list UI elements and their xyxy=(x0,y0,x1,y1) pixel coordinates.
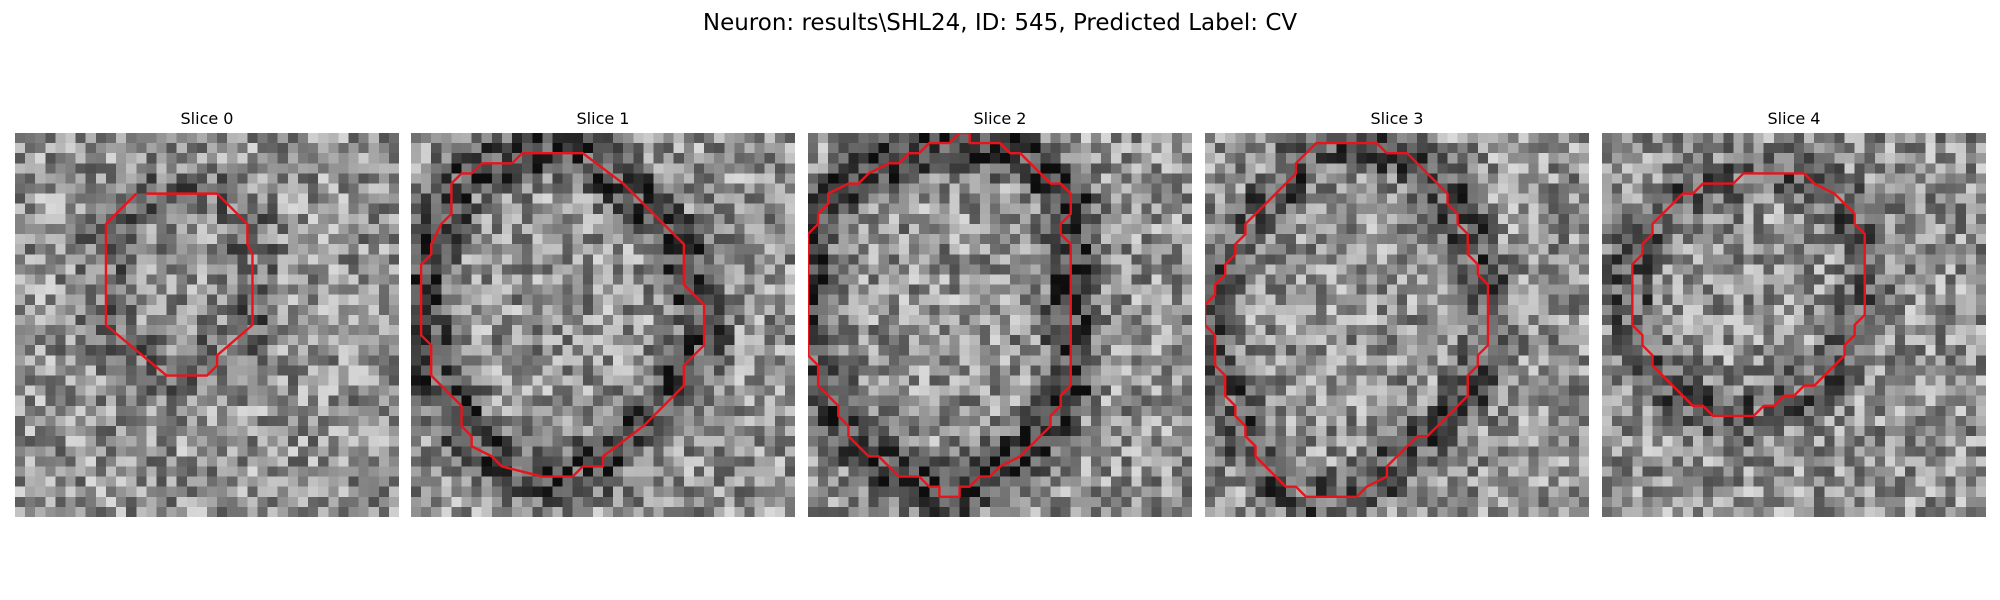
slice-image xyxy=(1205,133,1589,517)
cell-contour xyxy=(1205,141,1490,498)
pixel-grid xyxy=(411,133,795,517)
cell-contour xyxy=(419,152,706,478)
cell-contour xyxy=(104,192,254,377)
slice-image xyxy=(15,133,399,517)
slice-image xyxy=(808,133,1192,517)
pixel-grid xyxy=(1205,133,1589,517)
cell-contour xyxy=(1631,172,1866,418)
pixel-grid xyxy=(15,133,399,517)
slice-title: Slice 2 xyxy=(973,109,1027,128)
slice-title: Slice 4 xyxy=(1767,109,1821,128)
slice-title: Slice 0 xyxy=(180,109,234,128)
slice-title: Slice 3 xyxy=(1370,109,1424,128)
slice-image xyxy=(1602,133,1986,517)
slice-title: Slice 1 xyxy=(576,109,630,128)
figure-title: Neuron: results\SHL24, ID: 545, Predicte… xyxy=(702,10,1298,36)
slice-image xyxy=(411,133,795,517)
pixel-grid xyxy=(808,133,1192,517)
cell-contour xyxy=(808,133,1072,498)
pixel-grid xyxy=(1602,133,1986,517)
